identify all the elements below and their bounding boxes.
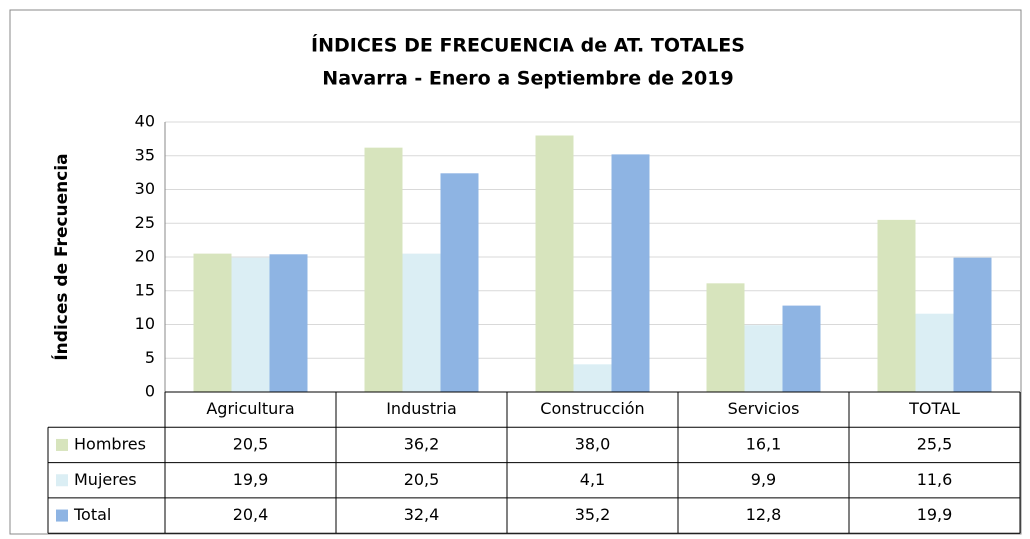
- table-value: 32,4: [404, 505, 440, 524]
- table-value: 25,5: [917, 434, 953, 453]
- y-axis-label: Índices de Frecuencia: [50, 153, 72, 360]
- table-value: 19,9: [233, 470, 269, 489]
- legend-label: Hombres: [74, 434, 146, 453]
- legend-swatch: [56, 474, 68, 487]
- bar: [231, 257, 270, 392]
- bar: [611, 154, 650, 392]
- table-value: 19,9: [917, 505, 953, 524]
- y-tick-label: 10: [135, 314, 155, 333]
- bar: [877, 219, 916, 392]
- x-tick-label: TOTAL: [908, 399, 960, 418]
- table-value: 38,0: [575, 434, 611, 453]
- bar: [573, 364, 612, 392]
- legend-label: Total: [73, 505, 111, 524]
- y-tick-label: 0: [145, 382, 155, 401]
- bar: [744, 325, 783, 392]
- table-value: 9,9: [751, 470, 776, 489]
- legend-swatch: [56, 438, 68, 451]
- y-tick-label: 15: [135, 280, 155, 299]
- bar: [364, 147, 403, 392]
- bar: [915, 313, 954, 392]
- table-value: 20,4: [233, 505, 269, 524]
- chart-title: ÍNDICES DE FRECUENCIA de AT. TOTALES: [311, 34, 745, 57]
- y-tick-label: 25: [135, 213, 155, 232]
- x-tick-label: Agricultura: [206, 399, 294, 418]
- bar: [269, 254, 308, 392]
- bar: [402, 253, 441, 392]
- bar: [535, 135, 574, 392]
- x-tick-label: Servicios: [728, 399, 800, 418]
- y-tick-label: 5: [145, 348, 155, 367]
- bar: [193, 253, 232, 392]
- bar: [953, 257, 992, 392]
- x-tick-label: Construcción: [540, 399, 644, 418]
- bar: [706, 283, 745, 392]
- legend-swatch: [56, 509, 68, 522]
- table-value: 4,1: [580, 470, 605, 489]
- chart-subtitle: Navarra - Enero a Septiembre de 2019: [322, 68, 733, 90]
- bar: [440, 173, 479, 392]
- table-value: 20,5: [233, 434, 269, 453]
- table-value: 36,2: [404, 434, 440, 453]
- table-value: 11,6: [917, 470, 953, 489]
- legend-label: Mujeres: [74, 470, 137, 489]
- y-tick-label: 30: [135, 179, 155, 198]
- x-tick-label: Industria: [386, 399, 457, 418]
- chart-border: [9, 9, 1022, 535]
- table-value: 20,5: [404, 470, 440, 489]
- y-tick-label: 40: [135, 112, 155, 131]
- table-value: 12,8: [746, 505, 782, 524]
- y-tick-label: 35: [135, 145, 155, 164]
- table-value: 16,1: [746, 434, 782, 453]
- table-value: 35,2: [575, 505, 611, 524]
- bar: [782, 305, 821, 392]
- y-tick-label: 20: [135, 247, 155, 266]
